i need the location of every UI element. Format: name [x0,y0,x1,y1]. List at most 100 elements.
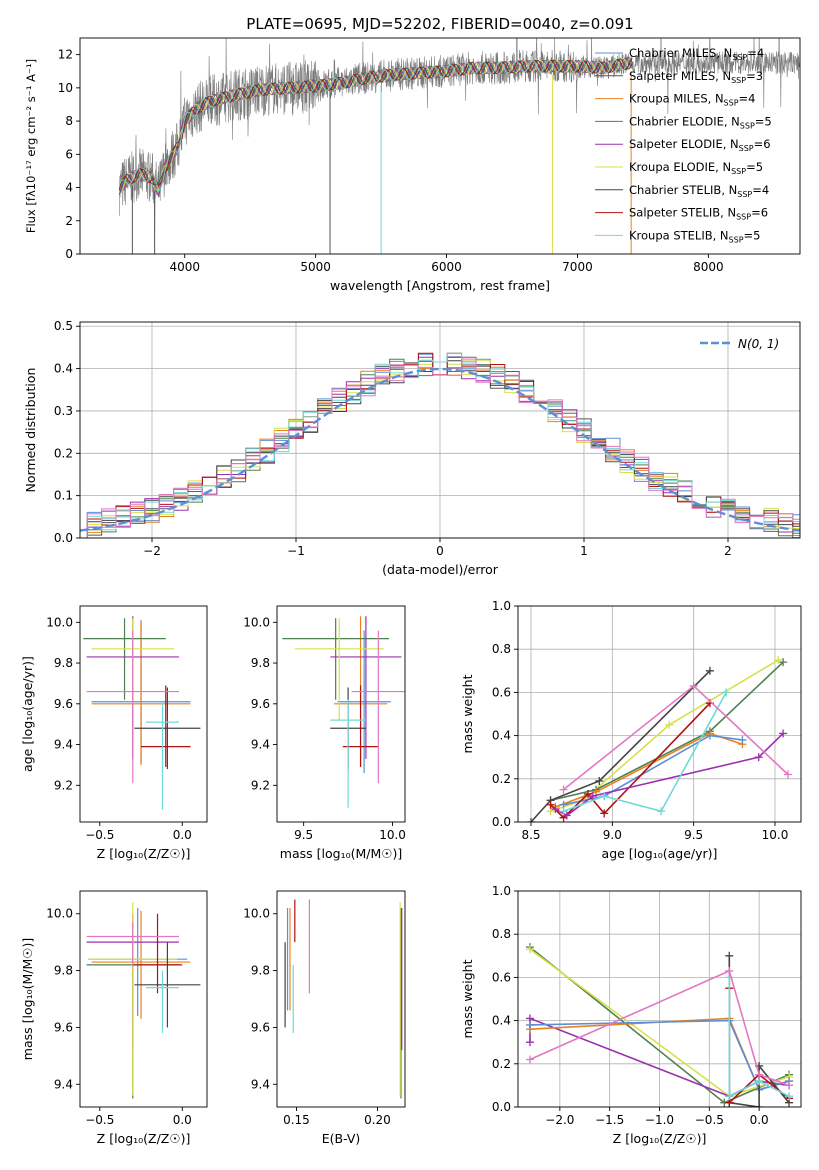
massweight_vs_Z-panel: −2.0 −1.5 −1.0 −0.5 0.0 0.0 0.2 0.4 0.6 0.8 1.0 Z [… [460,884,802,1146]
y-tick-label: 6 [65,147,73,161]
y-tick-label: 10.0 [243,615,270,629]
massweight_vs_age-frame [517,605,802,823]
y-tick-label: 0.8 [492,642,511,656]
model-spectrum-line [119,58,633,195]
weight-series-line [550,661,784,802]
weight-point-marker [785,1081,794,1090]
x-tick-label: −0.5 [85,1113,114,1127]
weight-series-line [563,734,743,806]
x-axis-label: Z [log₁₀(Z/Z☉)] [97,846,191,861]
weight-point-marker [783,770,792,779]
x-tick-label: 5000 [300,260,331,274]
errorbar-point [134,942,201,1028]
massweight_vs_age-plot-area [527,656,792,822]
residuals-plot-area [80,352,800,538]
weight-point-marker [595,776,604,785]
errorbar-point [294,618,384,721]
residuals-panel: N(0, 1) −2 −1 0 1 2 0.0 0.1 0.2 0.3 0.4 0.5 (data-mo… [23,319,801,577]
y-tick-label: 2 [65,214,73,228]
errorbar-point [86,630,179,784]
x-tick-label: −1.5 [595,1113,624,1127]
weight-point-marker [705,731,714,740]
errorbar-point [141,685,191,767]
massweight_vs_age-panel: 8.5 9.0 9.5 10.0 0.0 0.2 0.4 0.6 0.8 1.0 age [log₁… [460,599,802,861]
weight-point-marker [665,720,674,729]
y-tick-label: 9.6 [54,1020,73,1034]
y-tick-label: 9.4 [54,738,73,752]
weight-point-marker [779,658,788,667]
y-tick-label: 1.0 [492,599,511,613]
weight-series-line [529,969,790,1087]
weight-series-line [530,670,711,822]
y-tick-label: 9.8 [251,656,270,670]
age_vs_Z-panel: −0.5 0.0 9.2 9.4 9.6 9.8 10.0 Z [log₁₀(Z/Z☉)] ag… [20,605,208,861]
errorbar-point [91,622,191,765]
legend-label: Salpeter STELIB, NSSP=6 [629,206,768,222]
weight-point-marker [559,785,568,794]
y-tick-label: 0.4 [492,1014,511,1028]
y-tick-label: 9.6 [54,697,73,711]
x-tick-label: 0.20 [364,1113,391,1127]
weight-point-marker [525,1055,534,1064]
weight-series-line [728,977,790,1098]
x-tick-label: 0.0 [750,1113,769,1127]
x-tick-label: 9.5 [684,828,703,842]
weight-point-marker [725,1092,734,1101]
age_vs_mass-panel: 9.5 10.0 9.2 9.4 9.6 9.8 10.0 mass [log₁₀(M/M☉)… [243,605,406,861]
errorbar-point [337,630,391,774]
x-tick-label: 9.5 [294,828,313,842]
legend-label: Kroupa MILES, NSSP=4 [629,92,755,108]
y-tick-label: 9.4 [251,1077,270,1091]
x-tick-label: −0.5 [85,828,114,842]
y-tick-label: 0.2 [492,1057,511,1071]
legend-label: Chabrier STELIB, NSSP=4 [629,183,769,199]
y-tick-label: 0.2 [54,446,73,460]
y-tick-label: 0.0 [54,531,73,545]
mass_vs_Z-plot-area [86,902,201,1099]
weight-series-line [563,692,727,813]
y-tick-label: 10 [58,81,73,95]
y-tick-label: 0.0 [492,1100,511,1114]
y-tick-label: 4 [65,181,73,195]
weight-point-marker [559,807,568,816]
legend-label: Kroupa ELODIE, NSSP=5 [629,160,763,176]
x-tick-label: 8000 [693,260,724,274]
x-tick-label: −2.0 [545,1113,574,1127]
weight-point-marker [588,792,597,801]
errorbar-point [282,618,389,700]
y-tick-label: 0 [65,247,73,261]
x-tick-label: 4000 [169,260,200,274]
errorbar-point [145,970,179,1034]
weight-point-marker [657,807,666,816]
weight-point-marker [600,809,609,818]
x-tick-label: 0.0 [173,828,192,842]
x-axis-label: Z [log₁₀(Z/Z☉)] [613,1131,707,1146]
x-tick-label: −0.5 [695,1113,724,1127]
x-axis-label: wavelength [Angstrom, rest frame] [330,278,550,293]
x-tick-label: 1 [580,544,588,558]
weight-point-marker [592,787,601,796]
y-tick-label: 0.1 [54,489,73,503]
y-axis-label: mass weight [460,674,475,753]
errorbar-point [86,922,179,965]
weight-point-marker [562,811,571,820]
spectrum-panel: Chabrier MILES, NSSP=4 Salpeter MILES, NS… [24,37,801,293]
x-tick-label: −2 [143,544,161,558]
weight-point-marker [738,735,747,744]
weight-point-marker [725,951,734,960]
y-axis-label: Normed distribution [23,368,38,493]
residual-histogram-line [80,358,800,538]
errorbar-point [330,699,366,808]
errorbar-point [145,701,179,810]
x-tick-label: −1.0 [645,1113,674,1127]
weight-point-marker [689,681,698,690]
age_vs_mass-frame [276,605,406,823]
x-axis-label: E(B-V) [322,1131,361,1146]
y-axis-label: Flux [fλ10⁻¹⁷ erg cm⁻² s⁻¹ A⁻¹] [24,59,38,233]
weight-point-marker [785,1092,794,1101]
y-tick-label: 9.2 [54,778,73,792]
model-spectrum-line [118,56,633,193]
weight-point-marker [546,800,555,809]
y-tick-label: 9.8 [54,656,73,670]
y-tick-label: 0.8 [492,927,511,941]
